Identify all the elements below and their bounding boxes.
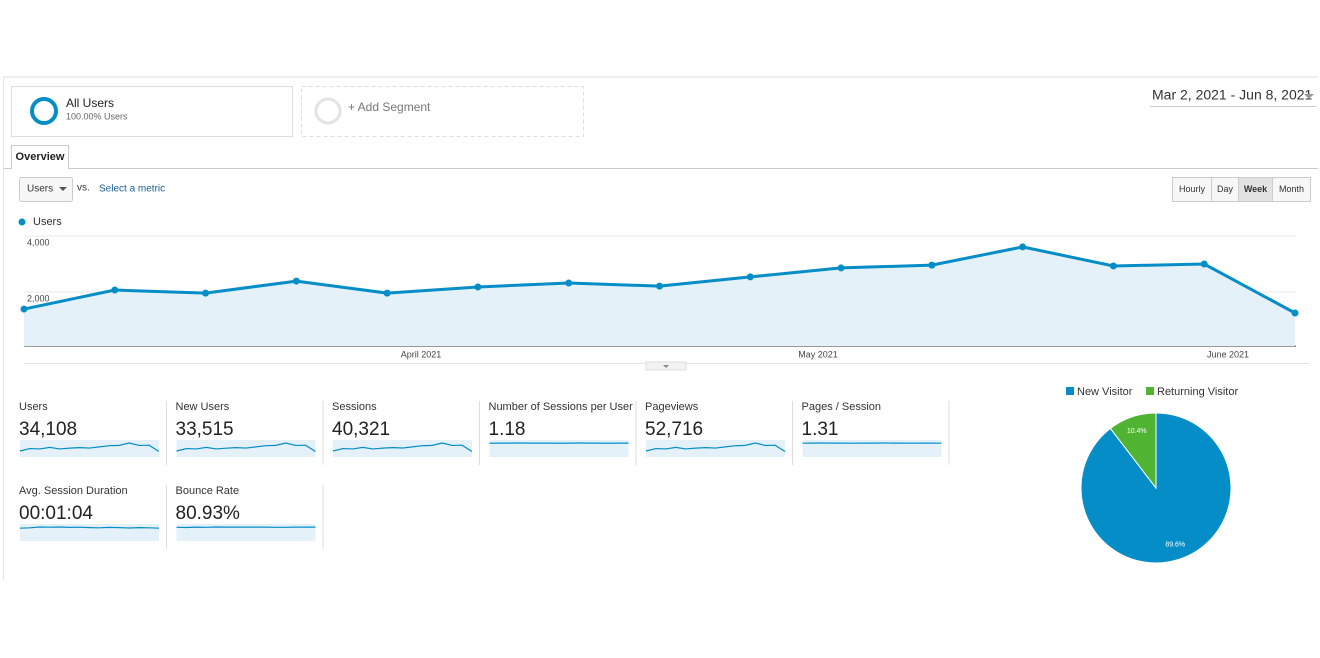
metric-label: Users [27, 184, 53, 195]
x-tick-label: June 2021 [1207, 349, 1249, 359]
scorecard-value: 80.93% [176, 503, 241, 524]
legend-marker [1146, 387, 1154, 395]
x-tick-label: May 2021 [798, 349, 838, 359]
scorecard-value: 40,321 [332, 419, 390, 440]
legend-marker [18, 218, 26, 226]
scorecard-label: Avg. Session Duration [19, 485, 128, 497]
tab-label[interactable]: Overview [16, 151, 65, 163]
scorecard-label: Pages / Session [802, 401, 882, 413]
line-area [24, 246, 1295, 346]
date-dropdown-arrow [1304, 94, 1314, 99]
sparkline [176, 442, 316, 453]
interval-label[interactable]: Month [1279, 184, 1304, 194]
interval-label[interactable]: Week [1244, 184, 1268, 194]
scorecard-value: 00:01:04 [19, 503, 93, 524]
segment-card[interactable] [11, 86, 293, 137]
scorecard-value: 1.18 [489, 419, 526, 440]
chart-toggle-arrow [663, 365, 669, 368]
line-point [111, 286, 119, 294]
line-point [292, 277, 300, 285]
interval-button[interactable] [1272, 177, 1311, 202]
pie-slice [1109, 412, 1157, 490]
scorecard-label: Bounce Rate [176, 485, 240, 497]
scorecard-value: 52,716 [645, 419, 703, 440]
add-segment[interactable]: + Add Segment [348, 100, 431, 114]
line-point [656, 282, 663, 290]
segment-icon [30, 97, 58, 125]
sparkline-bg [802, 440, 942, 457]
scorecard-label: Pageviews [645, 401, 699, 413]
line-point [837, 264, 845, 272]
scorecard-label: New Users [176, 401, 230, 413]
x-tick-label: April 2021 [401, 349, 442, 359]
scorecard-label: Number of Sessions per User [489, 401, 634, 413]
y-tick-label: 2,000 [27, 293, 50, 303]
line-point [565, 279, 573, 287]
sparkline [19, 526, 160, 529]
date-range[interactable]: Mar 2, 2021 - Jun 8, 2021 [1152, 87, 1313, 103]
line-point [20, 305, 28, 313]
sparkline [332, 442, 473, 452]
legend-label: New Visitor [1077, 386, 1133, 398]
line-point [928, 261, 936, 269]
pie-label: 10.4% [1127, 428, 1147, 435]
line-point [1109, 262, 1117, 270]
line-point [474, 283, 482, 291]
sparkline-bg [176, 524, 316, 541]
interval-label[interactable]: Day [1217, 184, 1234, 194]
y-tick-label: 4,000 [27, 237, 50, 247]
vs-label: vs. [77, 183, 90, 194]
interval-label[interactable]: Hourly [1179, 184, 1206, 194]
segment-title: All Users [66, 96, 114, 110]
line-point [1291, 309, 1299, 317]
tab-gap [12, 167, 68, 170]
scorecard-value: 34,108 [19, 419, 77, 440]
scorecard-label: Users [19, 401, 48, 413]
select-metric-link[interactable]: Select a metric [99, 184, 165, 195]
scorecard-label: Sessions [332, 401, 377, 413]
scorecard-value: 1.31 [802, 419, 839, 440]
line-point [1019, 243, 1027, 251]
legend-label: Users [33, 216, 62, 228]
legend-marker [1066, 387, 1074, 395]
line-point [746, 273, 754, 281]
sparkline [645, 442, 786, 453]
metric-dropdown-arrow [59, 187, 67, 191]
line-point [1200, 260, 1208, 268]
line-point [383, 289, 391, 297]
add-segment-icon [314, 97, 342, 125]
scorecard-value: 33,515 [176, 419, 234, 440]
sparkline-bg [489, 440, 629, 457]
pie-label: 89.6% [1165, 542, 1185, 549]
legend-label: Returning Visitor [1157, 386, 1238, 398]
metric-dropdown[interactable] [19, 177, 73, 202]
sparkline [19, 442, 160, 453]
line-point [202, 289, 210, 297]
segment-subtitle: 100.00% Users [66, 111, 128, 121]
add-segment-card[interactable] [301, 86, 584, 137]
